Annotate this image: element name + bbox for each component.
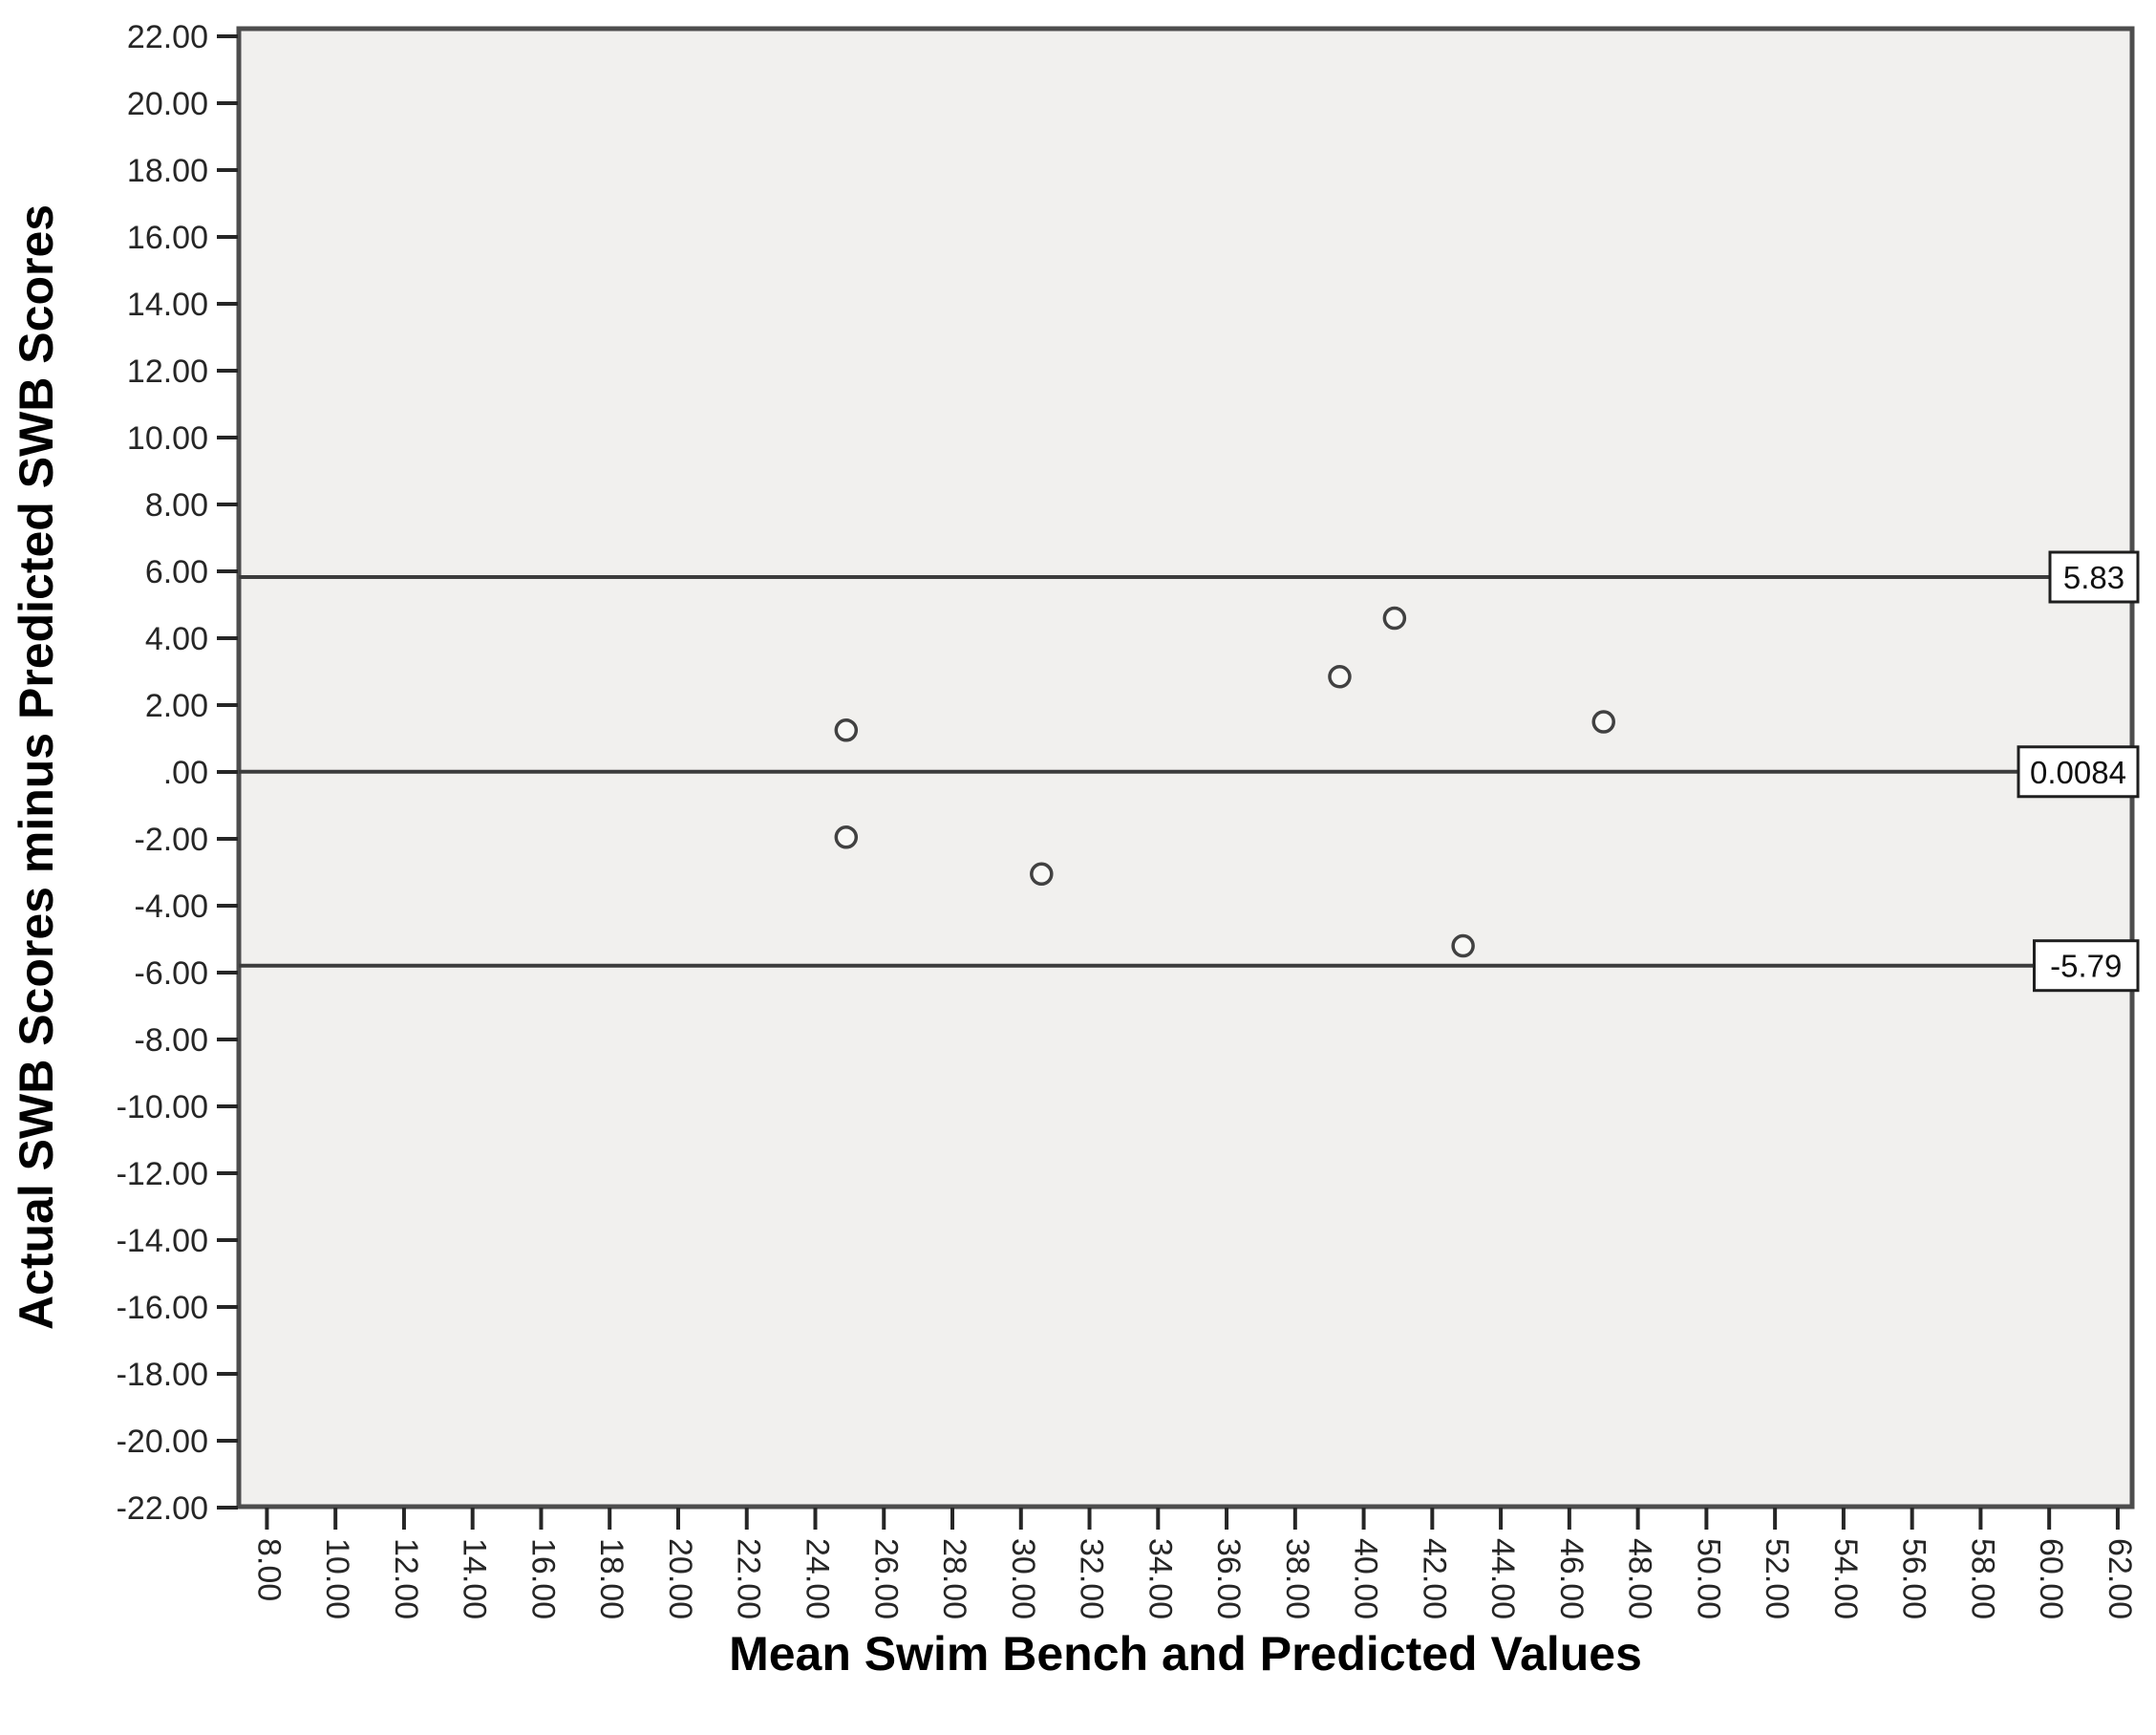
x-tick-label: 60.00	[2033, 1538, 2069, 1619]
x-tick-label: 42.00	[1416, 1538, 1452, 1619]
x-tick-label: 40.00	[1348, 1538, 1384, 1619]
x-tick-label: 10.00	[319, 1538, 355, 1619]
reference-line-labels: 5.83 0.0084 -5.79	[2017, 550, 2140, 993]
y-tick-label: 4.00	[145, 621, 208, 657]
reference-lines	[239, 575, 2132, 968]
y-tick-label: -20.00	[117, 1424, 208, 1460]
x-tick-label: 20.00	[662, 1538, 698, 1619]
y-tick-label: 20.00	[127, 86, 208, 122]
y-tick-label: -2.00	[135, 822, 209, 858]
y-tick-label: -4.00	[135, 889, 209, 925]
reference-value-box	[2033, 939, 2140, 993]
x-tick-label: 8.00	[250, 1538, 287, 1601]
x-tick-label: 32.00	[1074, 1538, 1110, 1619]
y-tick-label: -18.00	[117, 1357, 208, 1393]
reference-value-label: 5.83	[2063, 560, 2124, 595]
x-tick-label: 52.00	[1759, 1538, 1795, 1619]
data-point	[834, 825, 859, 849]
y-tick-label: 12.00	[127, 353, 208, 390]
y-tick-label: 6.00	[145, 554, 208, 590]
data-point	[834, 718, 859, 742]
x-tick-label: 58.00	[1964, 1538, 2000, 1619]
x-tick-label: 62.00	[2102, 1538, 2138, 1619]
plot-area	[236, 26, 2135, 1510]
data-point	[1328, 665, 1352, 689]
x-tick-label: 16.00	[524, 1538, 561, 1619]
y-axis-title: Actual SWB Scores minus Predicted SWB Sc…	[10, 204, 63, 1330]
x-tick-label: 26.00	[867, 1538, 904, 1619]
x-tick-label: 54.00	[1827, 1538, 1864, 1619]
y-tick-label: 10.00	[127, 420, 208, 457]
data-point	[1451, 933, 1475, 958]
x-tick-label: 56.00	[1896, 1538, 1932, 1619]
x-tick-label: 22.00	[731, 1538, 767, 1619]
y-tick-label: -14.00	[117, 1223, 208, 1259]
y-tick-label: -22.00	[117, 1490, 208, 1527]
y-tick-label: 18.00	[127, 153, 208, 189]
data-point	[1382, 606, 1407, 631]
data-point	[1030, 862, 1054, 887]
y-tick-label: -8.00	[135, 1022, 209, 1059]
y-tick-label: -12.00	[117, 1156, 208, 1192]
x-tick-label: 18.00	[593, 1538, 630, 1619]
y-tick-label: .00	[163, 755, 208, 791]
reference-value-label: 0.0084	[2030, 755, 2126, 790]
x-tick-label: 50.00	[1690, 1538, 1726, 1619]
x-tick-label: 34.00	[1142, 1538, 1178, 1619]
y-tick-label: 8.00	[145, 487, 208, 524]
y-tick-label: -6.00	[135, 955, 209, 992]
x-tick-label: 46.00	[1553, 1538, 1590, 1619]
reference-value-box	[2017, 745, 2140, 799]
x-axis-title: Mean Swim Bench and Predicted Values	[729, 1627, 1642, 1681]
x-tick-label: 38.00	[1279, 1538, 1315, 1619]
y-tick-label: 22.00	[127, 19, 208, 55]
y-tick-label: 2.00	[145, 688, 208, 724]
x-tick-label: 36.00	[1210, 1538, 1247, 1619]
x-tick-label: 48.00	[1622, 1538, 1658, 1619]
y-tick-label: 16.00	[127, 220, 208, 256]
x-tick-label: 14.00	[457, 1538, 493, 1619]
y-tick-label: 14.00	[127, 287, 208, 323]
x-axis-ticks: 8.00 10.00 12.00 14.00 16.00 18.00 20.00 22.00 2…	[250, 1508, 2138, 1619]
x-tick-label: 24.00	[799, 1538, 835, 1619]
data-points	[834, 606, 1615, 958]
x-tick-label: 44.00	[1484, 1538, 1521, 1619]
x-tick-label: 30.00	[1005, 1538, 1041, 1619]
data-point	[1591, 710, 1615, 734]
x-tick-label: 28.00	[936, 1538, 972, 1619]
reference-value-label: -5.79	[2050, 949, 2122, 984]
reference-value-box	[2048, 550, 2140, 604]
x-tick-label: 12.00	[388, 1538, 424, 1619]
y-tick-label: -16.00	[117, 1290, 208, 1326]
y-axis-ticks: 22.00 20.00 18.00 16.00 14.00 12.00 10.00 8.00 6…	[117, 19, 238, 1527]
y-tick-label: -10.00	[117, 1089, 208, 1125]
